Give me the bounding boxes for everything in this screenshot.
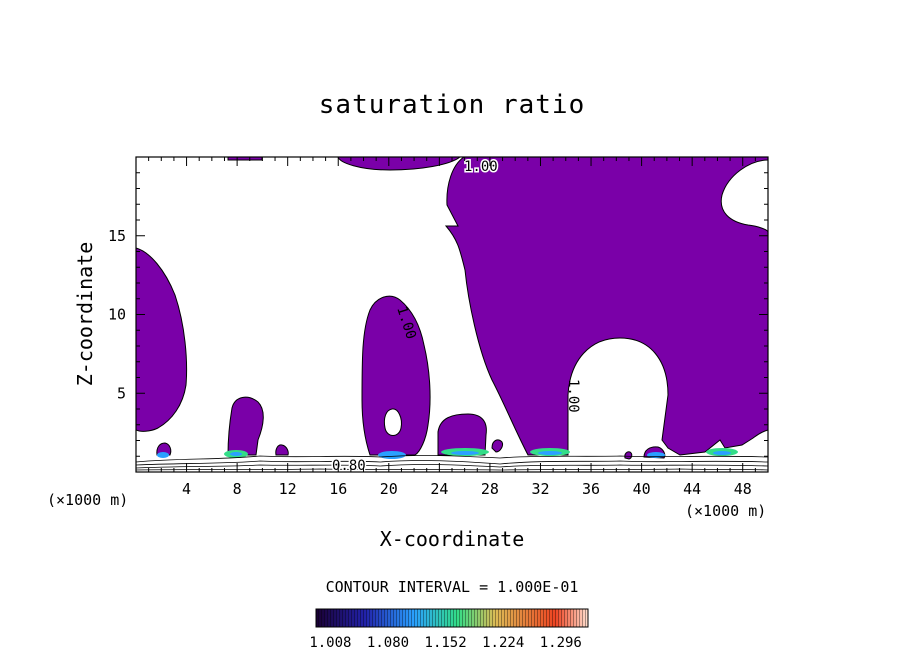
colorbar-stripes <box>316 609 588 627</box>
colorbar-tick-label: 1.008 <box>309 635 351 651</box>
saturated-region-x39 <box>624 451 633 460</box>
x-axis-label: X-coordinate <box>380 527 525 551</box>
colorbar-tick-label: 1.080 <box>367 635 409 651</box>
x-tick-label: 24 <box>430 480 448 498</box>
x-unit-label-right: (×1000 m) <box>685 502 766 520</box>
saturated-region-left <box>136 247 188 432</box>
x-tick-label: 40 <box>633 480 651 498</box>
high-saturation-cores <box>157 448 738 459</box>
y-tick-label: 5 <box>117 384 126 402</box>
y-tick-label: 10 <box>108 306 126 324</box>
x-tick-label: 36 <box>582 480 600 498</box>
x-tick-label: 12 <box>279 480 297 498</box>
contour-label-surface: 0.80 <box>332 458 366 474</box>
colorbar-labels: 1.008 1.080 1.152 1.224 1.296 <box>309 635 582 651</box>
contour-labels: 1.00 1.00 1.00 0.80 <box>331 158 582 476</box>
chart-title: saturation ratio <box>319 90 585 120</box>
saturated-region-x29 <box>491 439 503 453</box>
y-tick-label: 15 <box>108 227 126 245</box>
x-tick-label: 16 <box>329 480 347 498</box>
x-tick-label: 8 <box>233 480 242 498</box>
saturated-region-right <box>444 157 768 456</box>
x-tick-label: 20 <box>380 480 398 498</box>
x-tick-label: 32 <box>531 480 549 498</box>
saturated-region-top <box>337 157 461 171</box>
y-axis-label: Z-coordinate <box>73 242 97 387</box>
x-tick-label: 48 <box>734 480 752 498</box>
contour-interval-text: CONTOUR INTERVAL = 1.000E-01 <box>326 578 579 596</box>
x-unit-label-left: (×1000 m) <box>47 491 128 509</box>
saturated-region-x8 <box>227 396 264 456</box>
colorbar-tick-label: 1.152 <box>425 635 467 651</box>
x-tick-label: 4 <box>182 480 191 498</box>
hole-x20 <box>383 408 402 436</box>
contour-label-top: 1.00 <box>464 159 498 175</box>
axis-ticks <box>136 157 768 472</box>
x-tick-label: 44 <box>683 480 701 498</box>
colorbar: 1.008 1.080 1.152 1.224 1.296 <box>309 608 589 651</box>
x-tick-label: 28 <box>481 480 499 498</box>
saturated-region-x2 <box>156 442 172 456</box>
contour-label-x34: 1.00 <box>565 379 581 413</box>
surface-contours <box>136 455 768 471</box>
colorbar-tick-label: 1.296 <box>540 635 582 651</box>
saturated-region-x26 <box>437 413 487 456</box>
colorbar-frame <box>315 608 589 628</box>
saturated-region-x11 <box>275 444 289 456</box>
plot-area <box>136 157 768 471</box>
saturated-region-x20 <box>361 295 431 456</box>
colorbar-tick-label: 1.224 <box>482 635 524 651</box>
